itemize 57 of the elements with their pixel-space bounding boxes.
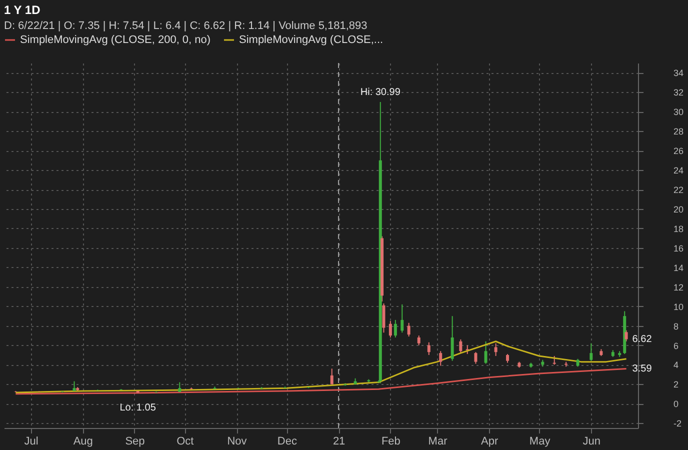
x-tick-label: May: [529, 436, 551, 448]
x-tick-label: Aug: [73, 436, 93, 448]
chart-title: 1 Y 1D: [4, 3, 41, 17]
y-tick-label: 28: [674, 126, 684, 137]
candlestick: [450, 316, 454, 362]
y-tick-label: 12: [674, 282, 684, 292]
annotation: 3.59: [632, 364, 652, 375]
x-tick-label: Feb: [381, 436, 400, 448]
annotation: Lo: 1.05: [120, 402, 156, 414]
x-tick-label: Jun: [582, 436, 601, 448]
y-tick-label: 22: [674, 185, 684, 196]
candlestick: [330, 368, 334, 385]
candlestick: [427, 342, 430, 356]
y-tick-label: 34: [674, 68, 684, 78]
candlestick: [417, 335, 420, 346]
candlestick: [590, 342, 593, 362]
x-tick-label: Oct: [176, 436, 194, 448]
y-tick-label: -2: [674, 418, 682, 429]
y-tick-label: 2: [674, 380, 679, 390]
candlestick: [400, 304, 404, 334]
y-tick-label: 8: [674, 321, 679, 332]
candlestick: [388, 320, 392, 338]
y-tick-label: 18: [674, 224, 684, 234]
y-tick-label: 4: [674, 360, 679, 370]
chart-subtitle: D: 6/22/21 | O: 7.35 | H: 7.54 | L: 6.4 | C: 6.62 | R: 1.14 | Volume 5,181,893: [4, 20, 368, 32]
x-tick-label: Nov: [227, 436, 248, 448]
x-tick-label: Apr: [481, 436, 499, 448]
candlestick: [394, 319, 397, 338]
candlestick: [474, 352, 478, 364]
x-tick-label: 21: [332, 436, 346, 448]
candlestick: [382, 302, 386, 334]
y-tick-label: 32: [674, 88, 684, 98]
y-tick-label: 10: [674, 302, 684, 312]
candlestick: [439, 350, 442, 366]
annotation: 6.62: [632, 334, 652, 346]
x-tick-label: Jul: [24, 436, 38, 448]
candlestick: [407, 322, 410, 338]
y-tick-label: 0: [674, 399, 679, 410]
y-tick-label: 14: [674, 262, 684, 273]
annotation: Hi: 30.99: [360, 87, 401, 98]
legend-label: SimpleMovingAvg (CLOSE, 200, 0, no): [20, 34, 211, 46]
line-series: [14, 340, 628, 394]
candlestick: [494, 342, 498, 356]
y-tick-label: 20: [674, 204, 684, 214]
x-tick-label: Mar: [428, 436, 448, 448]
y-tick-label: 16: [674, 243, 684, 254]
x-tick-label: Dec: [277, 436, 298, 448]
legend-label: SimpleMovingAvg (CLOSE,...: [239, 34, 384, 46]
candlestick: [459, 338, 462, 354]
candlestick: [624, 330, 628, 342]
y-tick-label: 24: [674, 166, 684, 176]
line-series: [14, 368, 628, 395]
y-tick-label: 30: [674, 107, 684, 118]
candlestick: [484, 340, 488, 364]
y-tick-label: 26: [674, 146, 684, 156]
y-tick-label: 6: [674, 340, 679, 351]
x-tick-label: Sep: [125, 436, 145, 448]
